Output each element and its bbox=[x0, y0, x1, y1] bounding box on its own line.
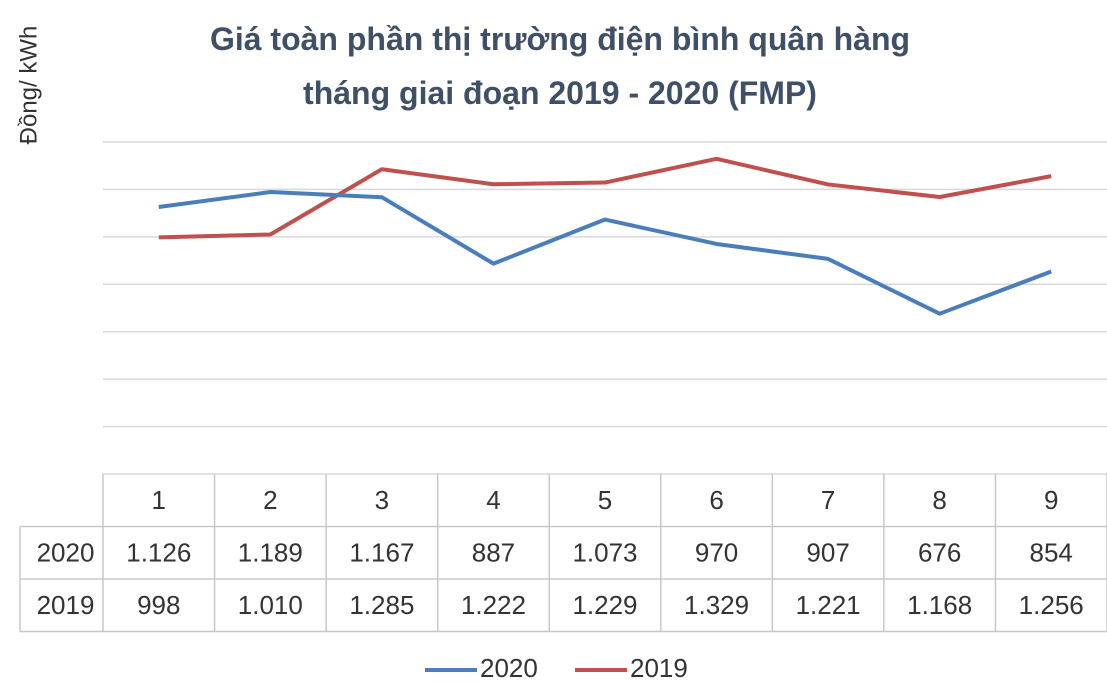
table-cell: 1.073 bbox=[572, 538, 637, 568]
legend-label: 2019 bbox=[630, 653, 688, 683]
x-tick-label: 3 bbox=[375, 485, 389, 515]
table-cell: 1.229 bbox=[572, 590, 637, 620]
x-tick-label: 6 bbox=[709, 485, 723, 515]
table-cell: 1.329 bbox=[684, 590, 749, 620]
table-cell: 1.010 bbox=[238, 590, 303, 620]
table-cell: 1.167 bbox=[349, 538, 414, 568]
x-tick-label: 7 bbox=[821, 485, 835, 515]
y-axis-label: Đồng/ kWh bbox=[15, 26, 42, 145]
table-cell: 854 bbox=[1030, 538, 1073, 568]
table-cell: 1.126 bbox=[126, 538, 191, 568]
table-row-header: 2020 bbox=[37, 538, 95, 568]
x-tick-label: 9 bbox=[1044, 485, 1058, 515]
table-cell: 970 bbox=[695, 538, 738, 568]
table-cell: 1.222 bbox=[461, 590, 526, 620]
table-cell: 1.168 bbox=[907, 590, 972, 620]
chart-title: Giá toàn phần thị trường điện bình quân … bbox=[209, 21, 911, 111]
table-cell: 1.221 bbox=[796, 590, 861, 620]
x-tick-label: 4 bbox=[486, 485, 500, 515]
line-series bbox=[158, 156, 1052, 240]
legend-label: 2020 bbox=[480, 653, 538, 683]
table-cell: 1.256 bbox=[1019, 590, 1084, 620]
x-tick-label: 8 bbox=[932, 485, 946, 515]
table-cell: 907 bbox=[806, 538, 849, 568]
table-cell: 998 bbox=[137, 590, 180, 620]
table-cell: 1.189 bbox=[238, 538, 303, 568]
table-row-header: 2019 bbox=[37, 590, 95, 620]
table-cell: 676 bbox=[918, 538, 961, 568]
x-tick-label: 2 bbox=[263, 485, 277, 515]
line-series bbox=[158, 190, 1052, 316]
table-cell: 1.285 bbox=[349, 590, 414, 620]
x-tick-label: 5 bbox=[598, 485, 612, 515]
x-tick-label: 1 bbox=[152, 485, 166, 515]
table-cell: 887 bbox=[472, 538, 515, 568]
